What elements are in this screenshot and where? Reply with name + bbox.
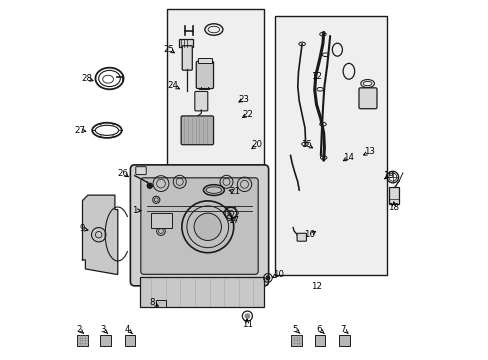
Text: 27: 27	[74, 126, 85, 135]
Text: 19: 19	[382, 171, 393, 180]
FancyBboxPatch shape	[196, 61, 213, 89]
Text: 4: 4	[124, 325, 130, 334]
Bar	[151, 213, 172, 228]
Text: 15: 15	[300, 140, 311, 149]
Text: 1: 1	[132, 206, 137, 215]
FancyBboxPatch shape	[141, 178, 258, 274]
FancyBboxPatch shape	[136, 167, 146, 175]
Text: 25: 25	[163, 45, 174, 54]
Text: 17: 17	[228, 216, 239, 225]
Text: 8: 8	[149, 298, 154, 307]
Text: 9: 9	[79, 224, 84, 233]
Text: 11: 11	[241, 320, 252, 329]
Bar	[198, 58, 211, 63]
Text: 13: 13	[364, 148, 374, 156]
Bar	[155, 300, 165, 307]
Text: 5: 5	[292, 325, 298, 334]
FancyBboxPatch shape	[130, 165, 268, 286]
Bar	[275, 16, 386, 275]
Text: 20: 20	[251, 140, 262, 149]
Text: 24: 24	[167, 81, 178, 90]
Bar	[101, 335, 111, 346]
Circle shape	[265, 276, 269, 280]
Text: 18: 18	[387, 202, 399, 211]
FancyBboxPatch shape	[296, 233, 306, 241]
Text: 16: 16	[303, 230, 314, 239]
Text: 28: 28	[81, 74, 92, 83]
Text: 26: 26	[117, 169, 128, 178]
Text: 7: 7	[340, 325, 346, 334]
Bar	[387, 187, 399, 204]
Circle shape	[147, 183, 152, 188]
Circle shape	[244, 314, 249, 318]
Text: 21: 21	[228, 187, 240, 196]
Bar	[291, 335, 302, 346]
Bar	[124, 335, 135, 346]
Text: 23: 23	[238, 94, 249, 104]
FancyBboxPatch shape	[182, 46, 192, 70]
Polygon shape	[82, 195, 118, 274]
FancyBboxPatch shape	[181, 116, 213, 145]
Text: 3: 3	[100, 325, 105, 334]
Text: 22: 22	[242, 110, 252, 119]
FancyBboxPatch shape	[358, 88, 376, 109]
Text: 12: 12	[310, 72, 321, 81]
FancyBboxPatch shape	[194, 91, 207, 111]
Bar	[314, 335, 325, 346]
Bar	[77, 335, 88, 346]
Text: 10: 10	[273, 270, 284, 279]
FancyBboxPatch shape	[140, 277, 264, 307]
Text: 14: 14	[343, 153, 354, 162]
Text: 12: 12	[310, 282, 321, 291]
Text: 6: 6	[316, 325, 322, 334]
FancyBboxPatch shape	[179, 39, 192, 47]
Text: 2: 2	[76, 325, 81, 334]
Bar	[167, 9, 264, 167]
Circle shape	[194, 213, 221, 240]
Bar	[339, 335, 349, 346]
